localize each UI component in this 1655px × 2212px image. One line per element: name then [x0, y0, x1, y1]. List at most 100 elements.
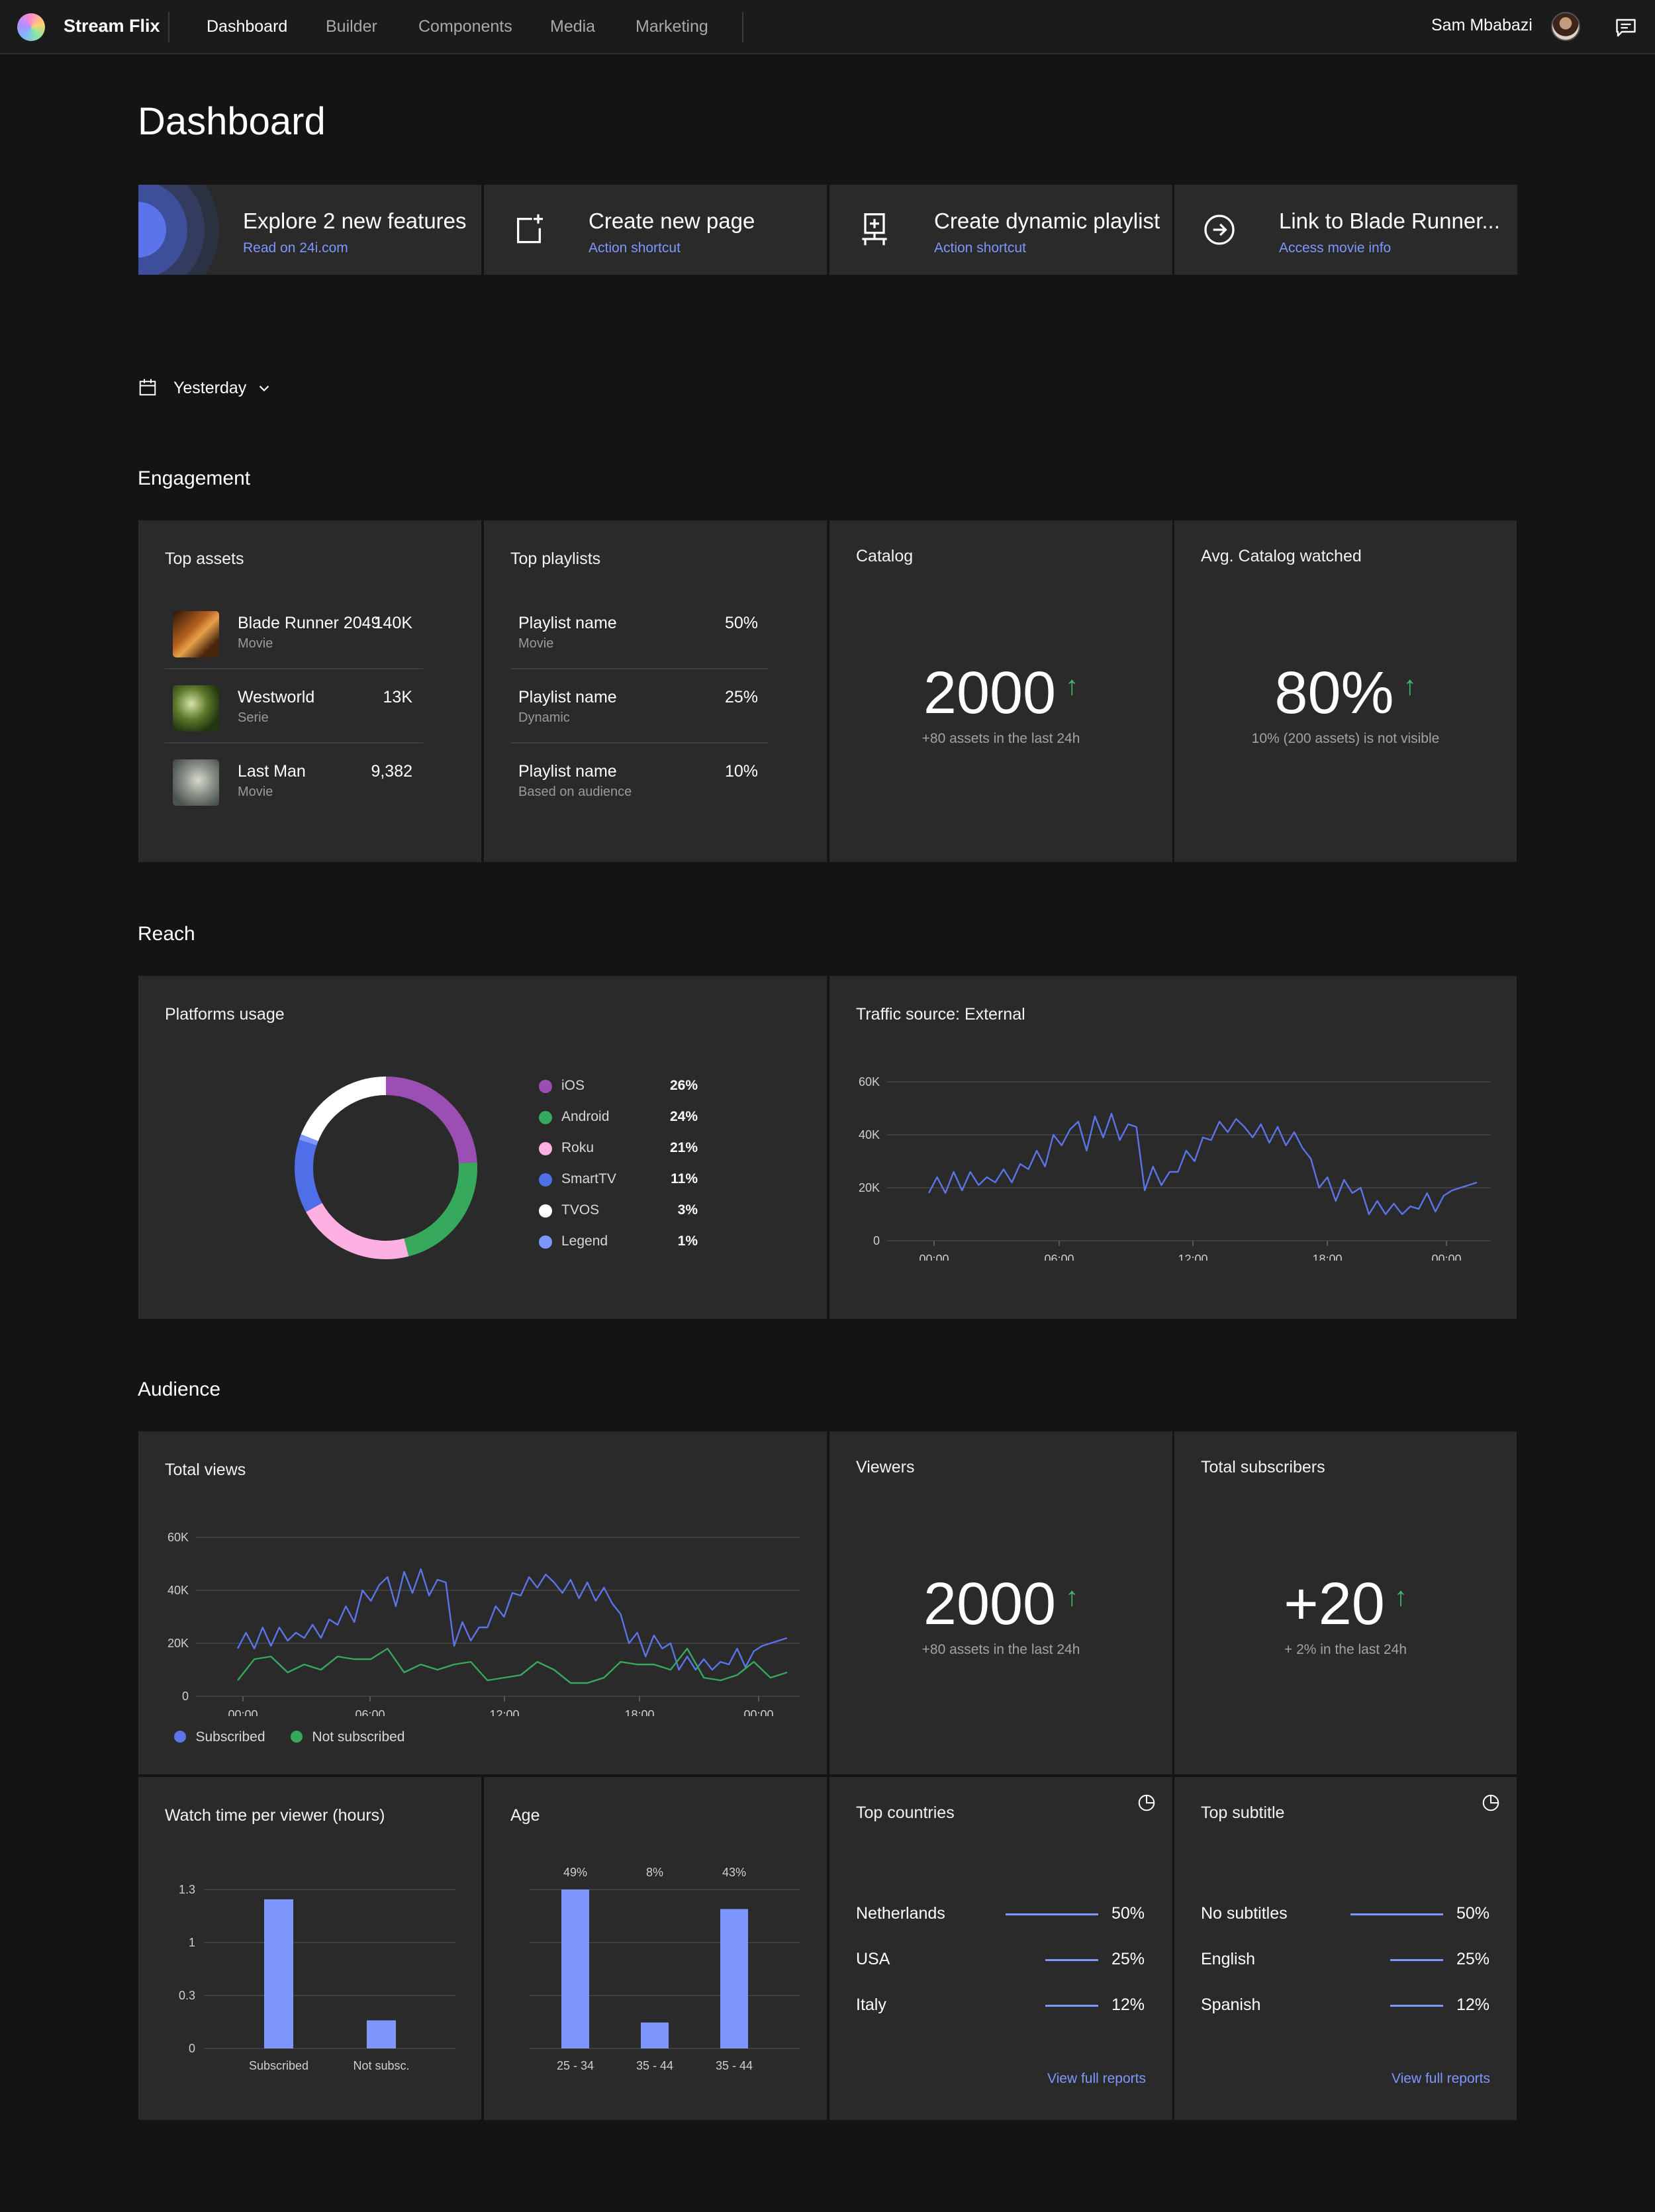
nav-divider [742, 12, 743, 42]
donut-slice-smarttv[interactable] [295, 1139, 322, 1212]
x-tick-label: 25 - 34 [557, 2059, 594, 2072]
legend-dot [174, 1731, 186, 1743]
share-bar [1045, 1959, 1098, 1961]
list-item[interactable]: Italy 12% [856, 1994, 1145, 2018]
legend-item[interactable]: Legend 1% [539, 1232, 698, 1252]
shortcut-create-page[interactable]: Create new page Action shortcut [484, 185, 827, 275]
legend-item[interactable]: iOS 26% [539, 1077, 698, 1096]
nav-item-media[interactable]: Media [550, 17, 596, 36]
x-tick-label: 00:00 [743, 1708, 773, 1716]
asset-value: 13K [383, 688, 412, 706]
avg-catalog-value: 80% ↑ [1174, 659, 1517, 728]
list-item[interactable]: Spanish 12% [1201, 1994, 1490, 2018]
list-item[interactable]: Playlist name Dynamic 25% [510, 669, 769, 744]
x-tick-label: 06:00 [355, 1708, 385, 1716]
traffic-line-chart: 0 20K 40K 60K 00:00 06:00 12:00 18:00 00:00 [859, 1075, 1490, 1261]
donut-slice-legend[interactable] [299, 1134, 318, 1146]
list-item[interactable]: USA 25% [856, 1948, 1145, 1972]
shortcut-link[interactable]: Action shortcut [589, 240, 681, 256]
nav-item-builder[interactable]: Builder [326, 17, 377, 36]
view-full-reports-link[interactable]: View full reports [1391, 2071, 1490, 2086]
list-item[interactable]: Last Man Movie 9,382 [165, 744, 423, 818]
legend-dot [539, 1111, 552, 1124]
shortcut-link[interactable]: Read on 24i.com [243, 240, 348, 256]
x-tick-label: 06:00 [1044, 1253, 1074, 1261]
legend-dot [539, 1173, 552, 1186]
list-item[interactable]: English 25% [1201, 1948, 1490, 1972]
trend-up-icon: ↑ [1065, 671, 1079, 700]
shortcut-link[interactable]: Access movie info [1279, 240, 1392, 256]
bar[interactable] [367, 2020, 396, 2048]
pie-chart-icon[interactable] [1481, 1793, 1501, 1813]
legend-item[interactable]: TVOS 3% [539, 1201, 698, 1221]
total-subscribers-card: Total subscribers +20 ↑ + 2% in the last … [1174, 1431, 1517, 1774]
legend-label: iOS [561, 1078, 585, 1093]
view-full-reports-link[interactable]: View full reports [1047, 2071, 1146, 2086]
brand-logo[interactable] [17, 13, 45, 41]
playlist-name: Playlist name [518, 762, 617, 781]
bar[interactable] [720, 1909, 748, 2048]
card-title: Total subscribers [1201, 1458, 1325, 1476]
legend-label: Legend [561, 1233, 608, 1249]
list-item[interactable]: Westworld Serie 13K [165, 669, 423, 744]
card-title: Total views [165, 1461, 246, 1479]
shortcut-create-playlist[interactable]: Create dynamic playlist Action shortcut [829, 185, 1172, 275]
card-title: Top countries [856, 1803, 955, 1822]
page-add-icon [517, 214, 543, 244]
share-bar [1006, 1913, 1098, 1915]
list-item[interactable]: Playlist name Based on audience 10% [510, 744, 769, 818]
trend-up-icon: ↑ [1394, 1582, 1407, 1611]
legend-item[interactable]: Android 24% [539, 1108, 698, 1128]
avatar[interactable] [1551, 12, 1580, 41]
divider [165, 668, 423, 669]
brand-name[interactable]: Stream Flix [64, 16, 160, 36]
top-assets-card: Top assets Blade Runner 2049 Movie 140K … [138, 520, 481, 862]
asset-name: Westworld [238, 688, 315, 706]
y-tick-label: 0 [189, 2042, 195, 2055]
donut-slice-android[interactable] [404, 1162, 477, 1257]
asset-thumbnail [173, 685, 219, 732]
pie-chart-icon[interactable] [1137, 1793, 1157, 1813]
chat-icon[interactable] [1614, 16, 1638, 40]
calendar-icon [139, 379, 156, 396]
subscribers-number: +20 [1284, 1571, 1385, 1637]
y-tick-label: 1.3 [179, 1883, 195, 1896]
legend-item[interactable]: SmartTV 11% [539, 1170, 698, 1190]
list-item[interactable]: No subtitles 50% [1201, 1903, 1490, 1927]
bar[interactable] [641, 2022, 669, 2048]
list-item[interactable]: Netherlands 50% [856, 1903, 1145, 1927]
bar[interactable] [264, 1899, 293, 2048]
bar[interactable] [561, 1890, 589, 2048]
date-filter-dropdown[interactable]: Yesterday [138, 375, 283, 401]
arrow-circle-icon [1204, 215, 1235, 245]
nav-item-dashboard[interactable]: Dashboard [207, 17, 288, 36]
donut-slice-tvos[interactable] [301, 1077, 387, 1141]
nav-item-marketing[interactable]: Marketing [636, 17, 708, 36]
list-item[interactable]: Blade Runner 2049 Movie 140K [165, 595, 423, 669]
avg-catalog-card: Avg. Catalog watched 80% ↑ 10% (200 asset… [1174, 520, 1517, 862]
item-name: Spanish [1201, 1996, 1261, 2014]
user-name[interactable]: Sam Mbabazi [1431, 16, 1533, 34]
nav-item-components[interactable]: Components [418, 17, 512, 36]
legend-dot [539, 1235, 552, 1249]
series-line-0 [236, 1568, 788, 1671]
shortcut-explore-features[interactable]: Explore 2 new features Read on 24i.com [138, 185, 481, 275]
catalog-card: Catalog 2000 ↑ +80 assets in the last 24h [829, 520, 1172, 862]
legend-label: Subscribed [195, 1729, 265, 1745]
shortcut-title: Create new page [589, 209, 755, 233]
list-item[interactable]: Playlist name Movie 50% [510, 595, 769, 669]
shortcut-link-blade-runner[interactable]: Link to Blade Runner... Access movie inf… [1174, 185, 1517, 275]
y-tick-label: 0 [182, 1690, 189, 1703]
top-countries-card: Top countries Netherlands 50% USA 25% Ital… [829, 1777, 1172, 2120]
legend-value: 26% [669, 1078, 698, 1093]
playlist-name: Playlist name [518, 688, 617, 706]
divider [510, 668, 769, 669]
donut-slice-roku[interactable] [306, 1202, 409, 1259]
legend-item[interactable]: Roku 21% [539, 1139, 698, 1159]
shortcut-link[interactable]: Action shortcut [934, 240, 1026, 256]
top-nav: Stream Flix Dashboard Builder Components… [0, 0, 1655, 54]
item-name: USA [856, 1950, 890, 1968]
donut-slice-ios[interactable] [385, 1077, 477, 1164]
asset-thumbnail [173, 759, 219, 806]
item-value: 50% [1456, 1904, 1490, 1923]
